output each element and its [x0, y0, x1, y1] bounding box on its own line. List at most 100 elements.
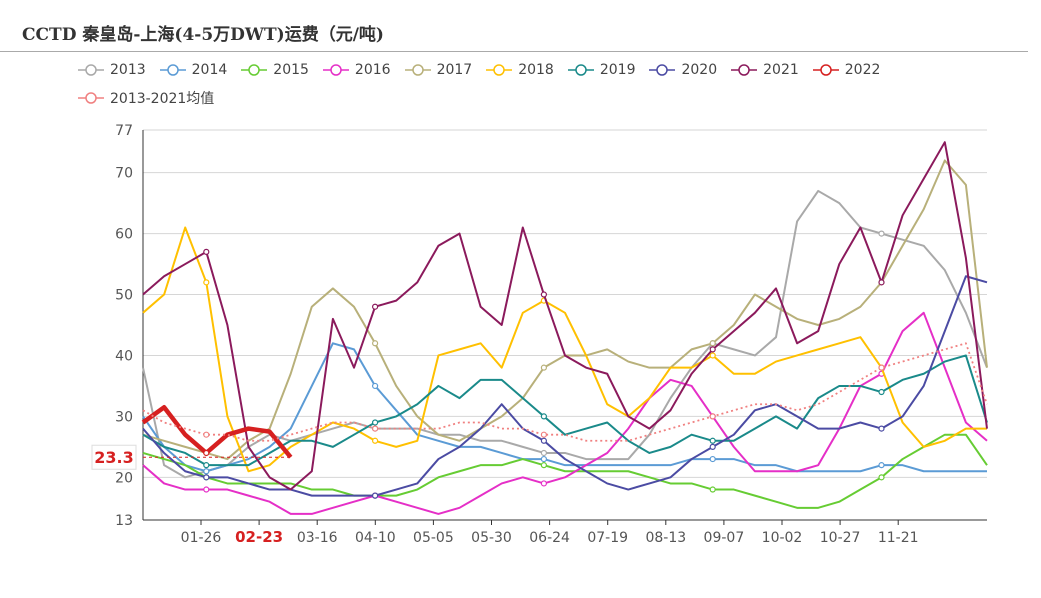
legend-label: 2018	[518, 62, 554, 78]
x-tick-label: 05-05	[413, 530, 454, 546]
series-line-2020	[142, 275, 988, 497]
legend-swatch-icon	[404, 64, 431, 76]
x-tick-label: 10-02	[762, 530, 803, 546]
data-point	[540, 364, 548, 371]
series-line-2021	[142, 141, 988, 491]
data-point	[372, 492, 379, 499]
data-point	[372, 340, 379, 347]
data-point	[540, 413, 548, 420]
legend-item-2013[interactable]: 2013	[78, 62, 146, 78]
data-point	[540, 480, 548, 487]
y-tick-label: 30	[115, 409, 133, 425]
highlight-date-label: 02-23	[235, 528, 283, 546]
legend-swatch-circle	[166, 64, 179, 76]
x-tick-label: 10-27	[820, 530, 861, 546]
data-point	[203, 449, 210, 457]
highlight-value-label: 23.3	[94, 448, 133, 467]
chart-header: CCTD 秦皇岛-上海(4-5万DWT)运费（元/吨)	[0, 0, 1028, 52]
series-line-2017	[142, 159, 988, 461]
x-tick-label: 04-10	[355, 530, 396, 546]
legend-item-2022[interactable]: 2022	[812, 62, 880, 78]
y-tick-label: 20	[115, 470, 133, 486]
legend-item-2015[interactable]: 2015	[241, 62, 309, 78]
highlight-value-box	[91, 444, 137, 470]
legend-swatch-circle	[411, 64, 424, 76]
data-point	[709, 413, 716, 420]
legend-row: 2013-2021均值	[78, 84, 978, 112]
legend-label: 2016	[354, 62, 391, 78]
data-point	[540, 455, 548, 463]
legend-swatch-icon	[486, 64, 513, 76]
legend-swatch-icon	[241, 64, 268, 76]
series-line-2016	[142, 311, 988, 515]
y-tick-label: 13	[115, 513, 133, 529]
legend-item-2017[interactable]: 2017	[404, 62, 473, 78]
data-point	[540, 449, 548, 457]
data-point	[372, 437, 379, 444]
data-point	[878, 462, 885, 469]
legend-item-2019[interactable]: 2019	[567, 62, 635, 78]
y-tick-label: 40	[115, 348, 133, 364]
legend-swatch-icon	[159, 64, 186, 76]
legend-swatch-circle	[85, 92, 97, 104]
data-point	[372, 303, 379, 310]
legend-label: 2020	[681, 62, 718, 78]
legend-swatch-icon	[812, 64, 839, 76]
legend-swatch-circle	[85, 64, 97, 76]
chart-title: CCTD 秦皇岛-上海(4-5万DWT)运费（元/吨)	[22, 25, 384, 45]
legend-swatch-circle	[820, 64, 832, 76]
series-line-2018	[142, 226, 987, 473]
data-point	[203, 279, 210, 286]
x-tick-label: 07-19	[587, 530, 628, 546]
data-point	[203, 486, 210, 493]
y-tick-label: 70	[115, 166, 133, 182]
data-point	[878, 474, 885, 481]
data-point	[878, 425, 885, 432]
legend-item-2013-2021均值[interactable]: 2013-2021均值	[78, 88, 214, 108]
legend-swatch-circle	[738, 64, 750, 76]
legend-label: 2014	[191, 62, 228, 78]
legend-item-2018[interactable]: 2018	[486, 62, 554, 78]
x-tick-label: 08-13	[645, 530, 686, 546]
legend-item-2016[interactable]: 2016	[322, 62, 391, 78]
legend-swatch-circle	[575, 64, 587, 76]
data-point	[203, 468, 210, 475]
series-line-2022	[141, 405, 293, 459]
legend-swatch-icon	[567, 64, 594, 76]
series-line-2015	[142, 433, 988, 509]
data-point	[709, 455, 716, 463]
series-line-2014	[142, 342, 987, 473]
x-tick-label: 09-07	[704, 530, 745, 546]
legend-swatch-icon	[78, 92, 104, 104]
legend-swatch-icon	[322, 64, 349, 76]
legend-label: 2017	[436, 62, 473, 78]
x-tick-label: 11-21	[878, 530, 919, 546]
x-tick-label: 06-24	[529, 530, 570, 546]
legend-swatch-circle	[493, 64, 505, 76]
x-tick-label: 01-26	[181, 530, 222, 546]
legend-swatch-circle	[248, 64, 261, 76]
legend-swatch-icon	[731, 64, 758, 76]
legend-label: 2015	[273, 62, 309, 78]
data-point	[709, 437, 716, 444]
legend-item-2014[interactable]: 2014	[159, 62, 228, 78]
legend-row: 2013 2014 2015 2016 2017 2018 2019 2020 2021 2022	[78, 56, 978, 84]
data-point	[540, 431, 548, 438]
legend-label: 2013-2021均值	[110, 91, 215, 107]
data-point	[709, 486, 716, 493]
legend-item-2020[interactable]: 2020	[649, 62, 717, 78]
data-point	[372, 382, 379, 390]
legend-swatch-circle	[330, 64, 342, 76]
data-point	[878, 230, 885, 237]
legend-item-2021[interactable]: 2021	[731, 62, 799, 78]
series-line-2019	[142, 354, 988, 467]
legend-swatch-icon	[78, 64, 104, 76]
data-point	[540, 437, 548, 444]
legend-swatch-circle	[656, 64, 669, 76]
y-tick-label: 77	[115, 123, 133, 139]
y-tick-label: 50	[115, 288, 133, 304]
x-tick-label: 03-16	[297, 530, 338, 546]
legend-swatch-icon	[649, 64, 676, 76]
data-point	[372, 419, 379, 426]
data-point	[540, 462, 548, 469]
